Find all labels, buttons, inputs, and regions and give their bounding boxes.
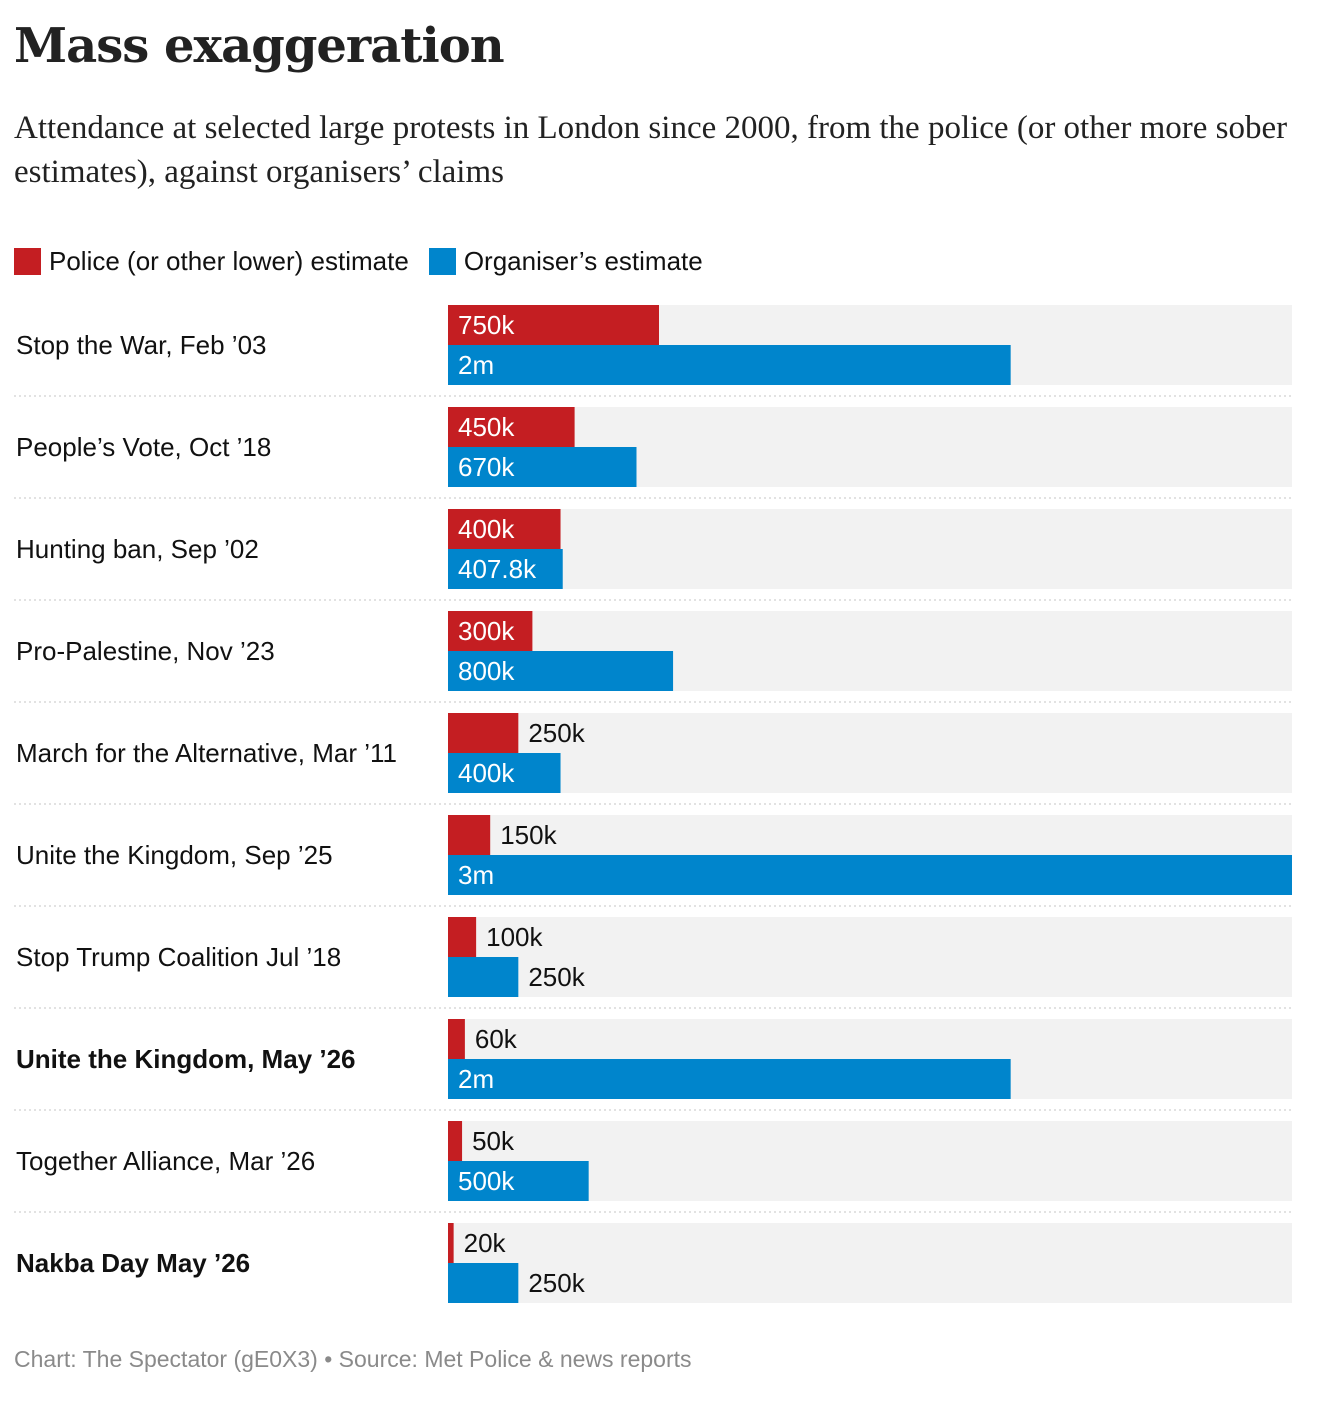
row-together-alliance-mar-26: Together Alliance, Mar ’26 50k 500k: [14, 1121, 1292, 1213]
category-label: Stop the War, Feb ’03: [16, 330, 267, 360]
bar-police: [448, 509, 561, 549]
value-label-organiser: 500k: [458, 1166, 515, 1196]
category-label: Pro-Palestine, Nov ’23: [16, 636, 275, 666]
bar-police: [448, 305, 659, 345]
value-label-organiser: 2m: [458, 350, 494, 380]
bar-organiser: [448, 549, 563, 589]
bar-organiser: [448, 957, 519, 997]
category-label: Stop Trump Coalition Jul ’18: [16, 942, 341, 972]
bar-police: [448, 1223, 454, 1263]
row-stop-the-war-feb-03: Stop the War, Feb ’03 750k 2m: [14, 305, 1292, 397]
bar-organiser: [448, 651, 674, 691]
row-pro-palestine-nov-23: Pro-Palestine, Nov ’23 300k 800k: [14, 611, 1292, 703]
legend-label-organiser: Organiser’s estimate: [463, 245, 703, 276]
value-label-organiser: 250k: [528, 1268, 585, 1298]
value-label-organiser: 407.8k: [458, 554, 537, 584]
row-track: [448, 1223, 1292, 1303]
legend-label-police: Police (or other lower) estimate: [49, 245, 409, 276]
bar-organiser: [448, 1263, 519, 1303]
row-track: [448, 713, 1292, 793]
bar-organiser: [448, 753, 561, 793]
row-march-for-the-alternative-mar-11: March for the Alternative, Mar ’11 250k 40…: [14, 713, 1292, 805]
value-label-police: 450k: [458, 412, 515, 442]
legend: Police (or other lower) estimate Organis…: [14, 244, 723, 278]
bar-organiser: [448, 447, 637, 487]
chart-title: Mass exaggeration: [14, 18, 505, 74]
value-label-organiser: 250k: [528, 962, 585, 992]
bar-police: [448, 1019, 465, 1059]
value-label-police: 100k: [486, 922, 543, 952]
value-label-organiser: 3m: [458, 860, 494, 890]
category-label: Together Alliance, Mar ’26: [16, 1146, 315, 1176]
value-label-organiser: 670k: [458, 452, 515, 482]
legend-swatch-organiser: [428, 247, 456, 275]
value-label-organiser: 800k: [458, 656, 515, 686]
category-label: Hunting ban, Sep ’02: [16, 534, 259, 564]
row-track: [448, 509, 1292, 589]
value-label-organiser: 400k: [458, 758, 515, 788]
value-label-police: 150k: [500, 820, 557, 850]
legend-item-organiser: Organiser’s estimate: [428, 245, 703, 277]
value-label-police: 20k: [464, 1228, 507, 1258]
value-label-police: 750k: [458, 310, 515, 340]
value-label-police: 400k: [458, 514, 515, 544]
category-label: Unite the Kingdom, May ’26: [16, 1044, 356, 1074]
bar-organiser: [448, 1161, 589, 1201]
row-unite-the-kingdom-may-26: Unite the Kingdom, May ’26 60k 2m: [14, 1019, 1292, 1111]
row-track: [448, 917, 1292, 997]
value-label-organiser: 2m: [458, 1064, 494, 1094]
bar-police: [448, 611, 533, 651]
bar-organiser: [448, 1059, 1011, 1099]
legend-item-police: Police (or other lower) estimate: [14, 246, 409, 277]
bar-police: [448, 1121, 463, 1161]
value-label-police: 250k: [528, 718, 585, 748]
category-label: Unite the Kingdom, Sep ’25: [16, 840, 333, 870]
chart-subtitle: Attendance at selected large protests in…: [14, 110, 1288, 190]
row-stop-trump-coalition-jul-18: Stop Trump Coalition Jul ’18 100k 250k: [14, 917, 1292, 1009]
row-nakba-day-may-26: Nakba Day May ’26 20k 250k: [16, 1223, 1292, 1303]
value-label-police: 300k: [458, 616, 515, 646]
value-label-police: 50k: [472, 1126, 515, 1156]
category-label: People’s Vote, Oct ’18: [16, 432, 271, 462]
row-people-s-vote-oct-18: People’s Vote, Oct ’18 450k 670k: [14, 407, 1292, 499]
bar-police: [448, 815, 491, 855]
bar-police: [448, 713, 519, 753]
category-label: March for the Alternative, Mar ’11: [16, 738, 397, 768]
bar-organiser: [448, 855, 1292, 895]
category-label: Nakba Day May ’26: [16, 1248, 250, 1278]
bar-organiser: [448, 345, 1011, 385]
chart-footer: Chart: The Spectator (gE0X3) • Source: M…: [14, 1346, 692, 1372]
value-label-police: 60k: [475, 1024, 518, 1054]
legend-swatch-police: [14, 247, 41, 275]
bar-police: [448, 917, 477, 957]
bar-chart: Stop the War, Feb ’03 750k 2m People’s Vote…: [14, 305, 1292, 1303]
row-hunting-ban-sep-02: Hunting ban, Sep ’02 400k 407.8k: [14, 509, 1292, 601]
bar-police: [448, 407, 575, 447]
